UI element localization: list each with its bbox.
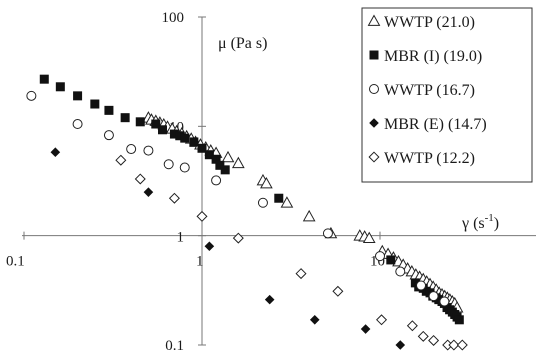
data-point bbox=[55, 82, 65, 92]
data-point bbox=[134, 173, 146, 185]
data-point bbox=[104, 105, 114, 115]
data-point bbox=[375, 251, 385, 262]
legend-label: MBR (I) (19.0) bbox=[384, 48, 482, 65]
data-point bbox=[456, 339, 468, 351]
data-point bbox=[211, 175, 222, 186]
data-point bbox=[232, 232, 244, 244]
data-point bbox=[197, 143, 207, 153]
data-point bbox=[302, 209, 316, 222]
legend-marker bbox=[369, 50, 379, 60]
data-point bbox=[151, 119, 161, 129]
legend-marker bbox=[369, 84, 379, 94]
y-tick-label: 0.1 bbox=[165, 338, 184, 354]
data-point bbox=[189, 137, 199, 147]
data-point bbox=[362, 231, 376, 244]
legend: WWTP (21.0) MBR (I) (19.0) WWTP (16.7) MBR … bbox=[361, 7, 533, 183]
legend-label: MBR (E) (14.7) bbox=[384, 116, 487, 133]
data-markers bbox=[26, 74, 468, 351]
data-point bbox=[416, 280, 427, 291]
x-tick-label: 0.1 bbox=[6, 254, 25, 270]
data-point bbox=[295, 268, 307, 280]
data-point bbox=[257, 197, 268, 208]
data-point bbox=[39, 74, 49, 84]
y-axis-label: μ (Pa s) bbox=[218, 35, 267, 52]
y-tick-label: 1 bbox=[177, 230, 185, 246]
data-point bbox=[196, 210, 208, 222]
data-point bbox=[50, 147, 61, 157]
data-point bbox=[417, 330, 429, 342]
x-axis-label: γ (s-1) bbox=[461, 212, 499, 232]
data-point bbox=[376, 314, 388, 326]
data-point bbox=[120, 113, 130, 123]
legend-marker bbox=[369, 118, 379, 128]
data-point bbox=[309, 315, 320, 325]
data-point bbox=[103, 130, 114, 141]
series-3 bbox=[50, 147, 406, 350]
series-2 bbox=[26, 90, 450, 307]
data-point bbox=[215, 160, 225, 170]
data-point bbox=[158, 125, 168, 135]
data-point bbox=[332, 285, 344, 297]
data-point bbox=[204, 241, 215, 252]
data-point bbox=[260, 176, 273, 189]
series-4 bbox=[115, 154, 468, 351]
legend-marker bbox=[368, 151, 380, 163]
data-point bbox=[221, 150, 235, 163]
data-point bbox=[143, 187, 154, 197]
legend-marker bbox=[367, 14, 381, 26]
data-point bbox=[280, 196, 294, 208]
data-point bbox=[211, 154, 221, 164]
data-point bbox=[395, 340, 406, 350]
data-point bbox=[454, 315, 464, 325]
data-point bbox=[395, 266, 406, 277]
legend-label: WWTP (12.2) bbox=[384, 150, 475, 167]
data-point bbox=[204, 150, 214, 160]
data-point bbox=[264, 294, 275, 305]
data-point bbox=[322, 228, 333, 239]
legend-box bbox=[361, 7, 533, 183]
data-point bbox=[274, 193, 284, 203]
data-point bbox=[439, 296, 450, 307]
legend-label: WWTP (21.0) bbox=[384, 14, 475, 31]
data-point bbox=[428, 334, 440, 346]
data-point bbox=[90, 99, 100, 109]
data-point bbox=[135, 117, 145, 127]
x-tick-label: 1 bbox=[196, 254, 204, 270]
data-point bbox=[428, 291, 439, 302]
data-point bbox=[179, 162, 190, 173]
data-point bbox=[73, 91, 83, 101]
data-point bbox=[180, 133, 190, 143]
legend-label: WWTP (16.7) bbox=[384, 82, 475, 99]
data-point bbox=[126, 144, 137, 155]
data-point bbox=[143, 145, 154, 156]
data-point bbox=[169, 129, 179, 139]
y-tick-label: 100 bbox=[162, 10, 185, 26]
data-point bbox=[72, 119, 83, 130]
data-point bbox=[406, 320, 418, 332]
data-point bbox=[163, 159, 174, 170]
data-point bbox=[220, 165, 230, 175]
data-point bbox=[168, 192, 180, 204]
data-point bbox=[175, 131, 185, 141]
data-point bbox=[231, 156, 245, 169]
data-point bbox=[360, 324, 371, 334]
data-point bbox=[26, 90, 37, 101]
data-point bbox=[115, 154, 127, 166]
data-point bbox=[448, 339, 460, 351]
data-point bbox=[386, 255, 396, 265]
